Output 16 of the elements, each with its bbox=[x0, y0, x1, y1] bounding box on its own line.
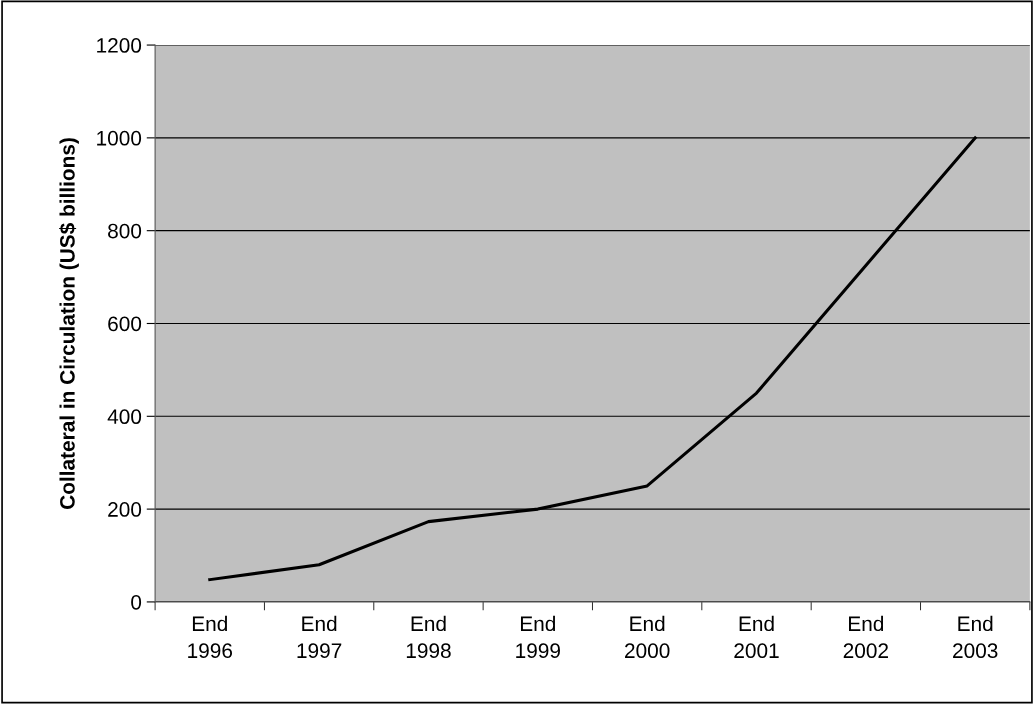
x-tick-label: End 1999 bbox=[516, 615, 560, 659]
y-tick-label: 200 bbox=[108, 502, 142, 517]
y-axis-title: Collateral in Circulation (US$ billions) bbox=[59, 138, 79, 509]
y-tick-label: 1200 bbox=[97, 38, 142, 53]
x-tick-label: End 2000 bbox=[625, 615, 670, 659]
y-tick-label: 400 bbox=[107, 409, 142, 425]
y-tick-label: 1000 bbox=[97, 130, 142, 146]
x-tick-label: End 2002 bbox=[843, 615, 888, 659]
y-tick-label: 0 bbox=[131, 594, 142, 610]
y-tick-label: 600 bbox=[108, 316, 142, 332]
x-tick-label: End 1997 bbox=[297, 615, 342, 659]
x-tick-label: End 2001 bbox=[734, 615, 779, 659]
x-tick-label: End 1996 bbox=[188, 615, 233, 659]
y-tick-label: 800 bbox=[108, 223, 142, 239]
x-tick-label: End 1998 bbox=[406, 615, 451, 659]
x-tick-label: End 2003 bbox=[953, 615, 998, 659]
